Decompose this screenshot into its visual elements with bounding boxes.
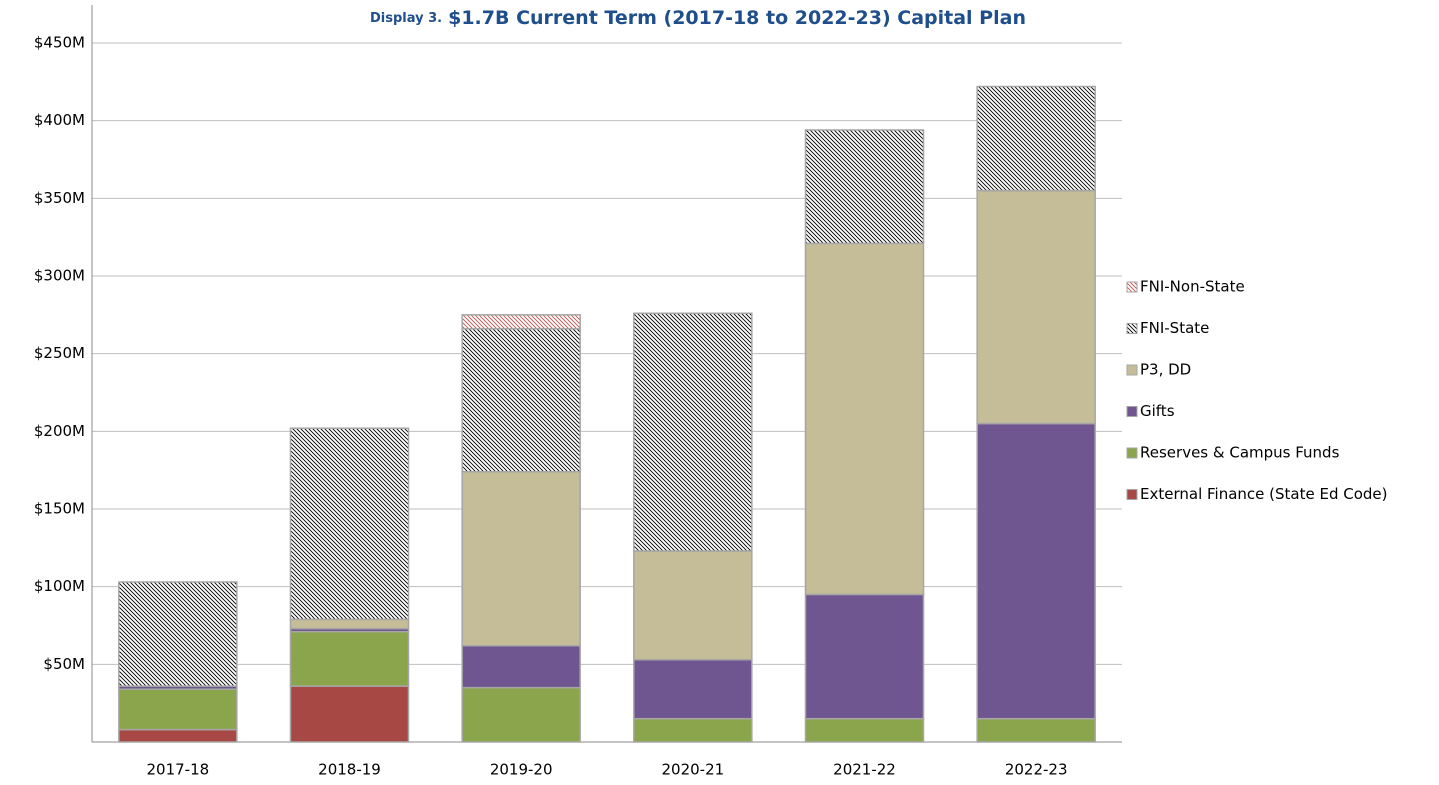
y-tick-label: $50M <box>43 655 85 673</box>
bar-segment <box>461 686 581 743</box>
bar-segment <box>118 688 238 731</box>
bar-segment <box>461 314 581 330</box>
y-tick-label: $300M <box>34 267 85 285</box>
x-tick-label: 2020-21 <box>661 761 724 779</box>
legend-swatch <box>1126 406 1138 417</box>
legend-label: Reserves & Campus Funds <box>1140 444 1340 462</box>
legend-label: External Finance (State Ed Code) <box>1140 485 1388 503</box>
bar-segment <box>976 422 1096 720</box>
bar-segment <box>804 242 925 596</box>
legend-label: FNI-State <box>1140 319 1209 337</box>
bar-segment <box>289 618 410 630</box>
y-tick-label: $450M <box>34 34 85 52</box>
legend-swatch <box>1126 489 1138 500</box>
bar-segment <box>461 470 581 647</box>
legend-swatch <box>1126 447 1138 459</box>
bar-segment <box>976 85 1096 192</box>
y-tick-label: $350M <box>34 189 85 207</box>
title-main: $1.7B Current Term (2017-18 to 2022-23) … <box>448 7 1026 29</box>
x-tick-label: 2018-19 <box>318 761 381 779</box>
bar-segment <box>118 728 238 743</box>
bar-segment <box>633 312 753 552</box>
bar-segment <box>461 328 581 473</box>
y-tick-label: $200M <box>34 422 85 440</box>
legend-swatch <box>1126 364 1138 376</box>
legend-label: Gifts <box>1140 402 1175 420</box>
bar-segment <box>976 189 1096 425</box>
bar-segment <box>804 129 925 245</box>
x-tick-label: 2019-20 <box>490 761 553 779</box>
y-tick-label: $100M <box>34 577 85 595</box>
bar-segment <box>633 658 753 720</box>
legend-label: FNI-Non-State <box>1140 278 1245 296</box>
chart-title: Display 3. $1.7B Current Term (2017-18 to… <box>370 7 1026 29</box>
bar-segment <box>633 717 753 743</box>
title-label: Display 3. <box>370 11 442 26</box>
legend-swatch <box>1126 323 1138 334</box>
x-tick-label: 2022-23 <box>1005 761 1068 779</box>
bar-segment <box>976 717 1096 743</box>
bar-segment <box>461 644 581 689</box>
bar-segment <box>289 427 410 621</box>
bar-segment <box>804 593 925 720</box>
legend-swatch <box>1126 281 1138 293</box>
y-tick-label: $150M <box>34 500 85 518</box>
x-tick-label: 2021-22 <box>833 761 896 779</box>
bar-segment <box>289 685 410 743</box>
y-tick-label: $250M <box>34 344 85 362</box>
bar-segment <box>804 717 925 743</box>
bar-segment <box>118 581 238 687</box>
y-tick-label: $400M <box>34 111 85 129</box>
x-tick-label: 2017-18 <box>146 761 209 779</box>
bar-segment <box>633 550 753 661</box>
legend-label: P3, DD <box>1140 361 1191 379</box>
bar-segment <box>289 630 410 687</box>
